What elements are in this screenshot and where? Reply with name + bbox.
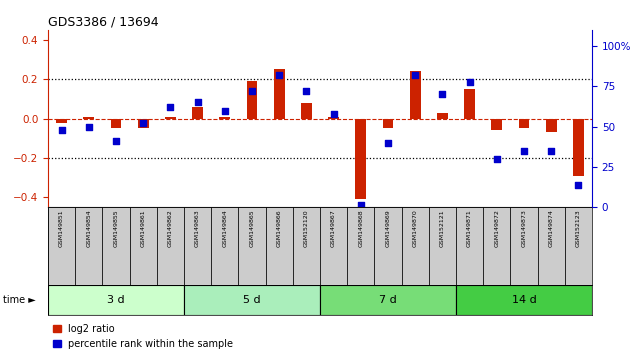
Text: GSM149871: GSM149871 [467, 210, 472, 247]
Bar [328, 116, 339, 119]
Bar [220, 116, 230, 119]
Point [519, 148, 529, 154]
Bar [111, 119, 122, 129]
Text: GSM149868: GSM149868 [358, 210, 364, 247]
Point [301, 88, 312, 94]
Point [247, 88, 257, 94]
Text: GSM149863: GSM149863 [195, 210, 200, 247]
Bar [320, 207, 348, 285]
Text: GDS3386 / 13694: GDS3386 / 13694 [48, 16, 159, 29]
Text: 7 d: 7 d [379, 295, 397, 305]
Bar [483, 207, 511, 285]
Bar [129, 207, 157, 285]
Bar [184, 285, 320, 315]
Text: GSM149866: GSM149866 [276, 210, 282, 247]
Text: GSM149865: GSM149865 [250, 210, 255, 247]
Text: GSM149851: GSM149851 [59, 210, 64, 247]
Bar [410, 72, 420, 119]
Bar [492, 119, 502, 130]
Text: GSM149867: GSM149867 [331, 210, 336, 247]
Bar [437, 113, 448, 119]
Text: 3 d: 3 d [107, 295, 125, 305]
Bar [456, 285, 592, 315]
Bar [246, 81, 257, 119]
Bar [266, 207, 293, 285]
Text: GSM149855: GSM149855 [113, 210, 118, 247]
Bar [320, 285, 456, 315]
Text: GSM149874: GSM149874 [548, 210, 554, 247]
Bar [239, 207, 266, 285]
Bar [165, 116, 176, 119]
Point [383, 140, 393, 145]
Bar [374, 207, 402, 285]
Text: GSM152123: GSM152123 [576, 210, 581, 247]
Text: GSM149854: GSM149854 [86, 210, 92, 247]
Point [56, 127, 67, 133]
Point [274, 72, 284, 78]
Text: 14 d: 14 d [511, 295, 536, 305]
Bar [56, 119, 67, 122]
Bar [274, 69, 285, 119]
Point [465, 79, 475, 84]
Text: GSM152120: GSM152120 [304, 210, 309, 247]
Point [111, 138, 121, 144]
Point [546, 148, 556, 154]
Point [138, 121, 148, 126]
Text: GSM149870: GSM149870 [413, 210, 418, 247]
Bar [383, 119, 394, 129]
Bar [464, 89, 475, 119]
Text: GSM149861: GSM149861 [141, 210, 146, 247]
Bar [518, 119, 529, 129]
Point [328, 111, 339, 116]
Text: GSM149869: GSM149869 [385, 210, 390, 247]
Point [165, 104, 175, 110]
Bar [511, 207, 538, 285]
Point [437, 92, 447, 97]
Bar [565, 207, 592, 285]
Bar [211, 207, 239, 285]
Bar [157, 207, 184, 285]
Bar [402, 207, 429, 285]
Legend: log2 ratio, percentile rank within the sample: log2 ratio, percentile rank within the s… [53, 324, 234, 349]
Point [84, 124, 94, 130]
Point [492, 156, 502, 162]
Bar [429, 207, 456, 285]
Text: time ►: time ► [3, 295, 36, 305]
Bar [76, 207, 102, 285]
Point [410, 72, 420, 78]
Bar [573, 119, 584, 176]
Bar [48, 285, 184, 315]
Point [220, 108, 230, 113]
Bar [48, 207, 76, 285]
Text: GSM149873: GSM149873 [522, 210, 527, 247]
Text: GSM149872: GSM149872 [494, 210, 499, 247]
Point [356, 202, 366, 208]
Bar [293, 207, 320, 285]
Text: 5 d: 5 d [243, 295, 261, 305]
Bar [184, 207, 211, 285]
Bar [192, 107, 203, 119]
Bar [102, 207, 130, 285]
Bar [456, 207, 483, 285]
Bar [138, 119, 148, 129]
Bar [538, 207, 565, 285]
Bar [355, 119, 366, 199]
Text: GSM149862: GSM149862 [168, 210, 173, 247]
Bar [301, 103, 312, 119]
Text: GSM149864: GSM149864 [222, 210, 227, 247]
Bar [546, 119, 557, 132]
Bar [348, 207, 374, 285]
Text: GSM152121: GSM152121 [440, 210, 445, 247]
Point [573, 182, 584, 187]
Bar [83, 116, 94, 119]
Point [193, 100, 203, 105]
